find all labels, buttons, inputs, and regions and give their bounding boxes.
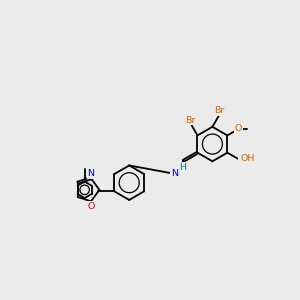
Text: N: N [88,169,94,178]
Text: Br: Br [214,106,225,116]
Text: OH: OH [239,155,254,164]
Text: N: N [171,169,178,178]
Text: O: O [235,124,242,133]
Text: O: O [235,124,242,133]
Text: O: O [88,202,95,211]
Text: N: N [88,169,94,178]
Text: N: N [171,169,178,178]
Text: Br: Br [214,106,225,116]
Text: H: H [179,163,186,172]
Text: OH: OH [240,154,254,163]
Text: Br: Br [185,116,196,124]
Text: O: O [88,202,95,211]
Text: Br: Br [185,116,196,124]
Text: H: H [179,163,186,172]
